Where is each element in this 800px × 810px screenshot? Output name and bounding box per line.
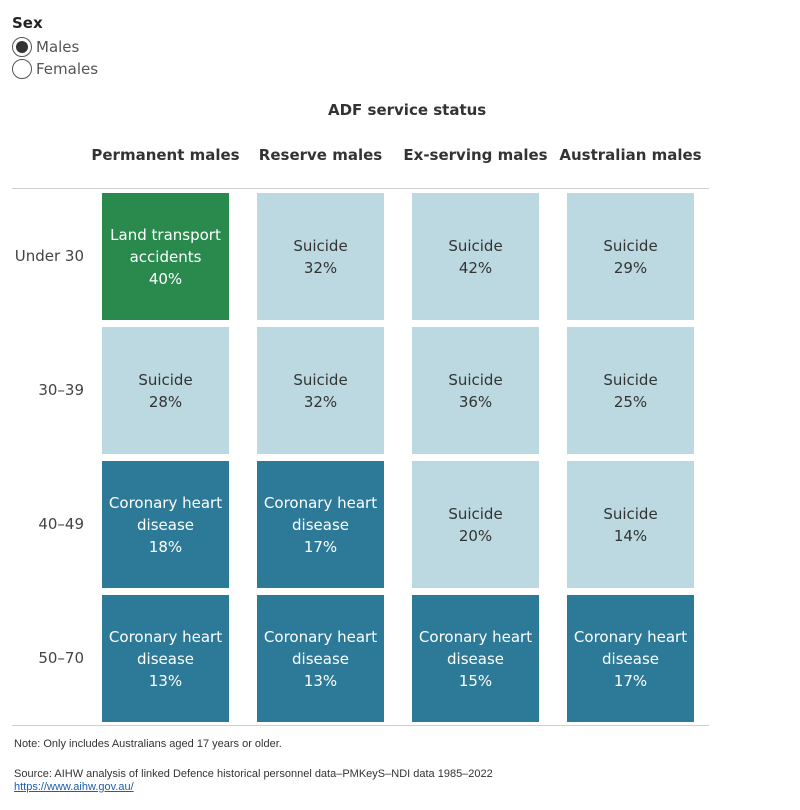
- cell-value-label: 20%: [458, 526, 493, 545]
- cell-cause-text: Coronary heart: [573, 627, 688, 646]
- cell-cause-text: accidents: [129, 247, 202, 266]
- column-header: Ex-serving males: [403, 146, 548, 164]
- heatmap-cell[interactable]: Coronary heart disease 13%: [257, 595, 384, 722]
- column-header: Australian males: [559, 146, 702, 164]
- heatmap-cell[interactable]: Suicide 32%: [257, 193, 384, 320]
- heatmap-cell[interactable]: Suicide 29%: [567, 193, 694, 320]
- cell-cause-text: Coronary heart: [418, 627, 533, 646]
- radio-males-label: Males: [36, 38, 80, 56]
- cell-value-label: 13%: [148, 671, 183, 690]
- heatmap-cell[interactable]: Coronary heart disease 15%: [412, 595, 539, 722]
- cell-value-label: 13%: [303, 671, 338, 690]
- cell-value-label: 42%: [458, 258, 493, 277]
- table-bottom-rule: [12, 725, 709, 726]
- cell-cause-text: disease: [137, 515, 194, 534]
- filter-title: Sex: [12, 14, 43, 32]
- radio-males[interactable]: Males: [12, 36, 79, 58]
- cell-value-label: 17%: [303, 537, 338, 556]
- cell-cause-text: Coronary heart: [108, 493, 223, 512]
- column-header: Reserve males: [258, 146, 383, 164]
- cell-value-label: 32%: [303, 258, 338, 277]
- heatmap-cell[interactable]: Suicide 28%: [102, 327, 229, 454]
- radio-males-icon[interactable]: [12, 37, 32, 57]
- cell-value-label: 28%: [148, 392, 183, 411]
- cell-cause-text: Coronary heart: [108, 627, 223, 646]
- heatmap-cell[interactable]: Suicide 42%: [412, 193, 539, 320]
- cell-cause-text: disease: [602, 649, 659, 668]
- cell-value-label: 36%: [458, 392, 493, 411]
- heatmap-cell[interactable]: Coronary heart disease 17%: [567, 595, 694, 722]
- row-label: 30–39: [38, 380, 84, 399]
- cell-cause-text: Suicide: [293, 236, 348, 255]
- column-header: Permanent males: [91, 146, 240, 164]
- heatmap-cell[interactable]: Suicide 36%: [412, 327, 539, 454]
- table-top-rule: [12, 188, 709, 189]
- cell-cause-text: disease: [137, 649, 194, 668]
- cell-value-label: 15%: [458, 671, 493, 690]
- cell-value-label: 40%: [148, 269, 183, 288]
- cell-cause-text: Suicide: [138, 370, 193, 389]
- cell-cause-text: disease: [292, 649, 349, 668]
- radio-females-icon[interactable]: [12, 59, 32, 79]
- heatmap-cell[interactable]: Coronary heart disease 18%: [102, 461, 229, 588]
- cell-value-label: 32%: [303, 392, 338, 411]
- heatmap-cell[interactable]: Suicide 32%: [257, 327, 384, 454]
- cell-cause-text: Land transport: [110, 225, 221, 244]
- row-label: 40–49: [38, 514, 84, 533]
- heatmap-cell[interactable]: Coronary heart disease 17%: [257, 461, 384, 588]
- radio-females-label: Females: [36, 60, 99, 78]
- radio-females[interactable]: Females: [12, 58, 98, 80]
- footnote: Note: Only includes Australians aged 17 …: [14, 738, 282, 750]
- cell-cause-text: Suicide: [448, 236, 503, 255]
- heatmap-cell[interactable]: Suicide 25%: [567, 327, 694, 454]
- cell-value-label: 25%: [613, 392, 648, 411]
- cell-value-label: 17%: [613, 671, 648, 690]
- cell-cause-text: Suicide: [293, 370, 348, 389]
- cell-value-label: 29%: [613, 258, 648, 277]
- cell-cause-text: Suicide: [603, 504, 658, 523]
- heatmap-cell[interactable]: Suicide 20%: [412, 461, 539, 588]
- heatmap-cell[interactable]: Land transport accidents 40%: [102, 193, 229, 320]
- row-label: 50–70: [38, 648, 84, 667]
- cell-cause-text: disease: [292, 515, 349, 534]
- heatmap-cell[interactable]: Suicide 14%: [567, 461, 694, 588]
- cell-cause-text: disease: [447, 649, 504, 668]
- source-link[interactable]: https://www.aihw.gov.au/: [14, 781, 134, 793]
- source-text: Source: AIHW analysis of linked Defence …: [14, 768, 493, 780]
- cell-cause-text: Coronary heart: [263, 627, 378, 646]
- cell-cause-text: Suicide: [603, 236, 658, 255]
- cell-cause-text: Suicide: [603, 370, 658, 389]
- cell-value-label: 18%: [148, 537, 183, 556]
- cell-value-label: 14%: [613, 526, 648, 545]
- chart-title: ADF service status: [328, 101, 487, 119]
- cell-cause-text: Coronary heart: [263, 493, 378, 512]
- cell-cause-text: Suicide: [448, 370, 503, 389]
- cell-cause-text: Suicide: [448, 504, 503, 523]
- heatmap-cell[interactable]: Coronary heart disease 13%: [102, 595, 229, 722]
- row-label: Under 30: [14, 246, 84, 265]
